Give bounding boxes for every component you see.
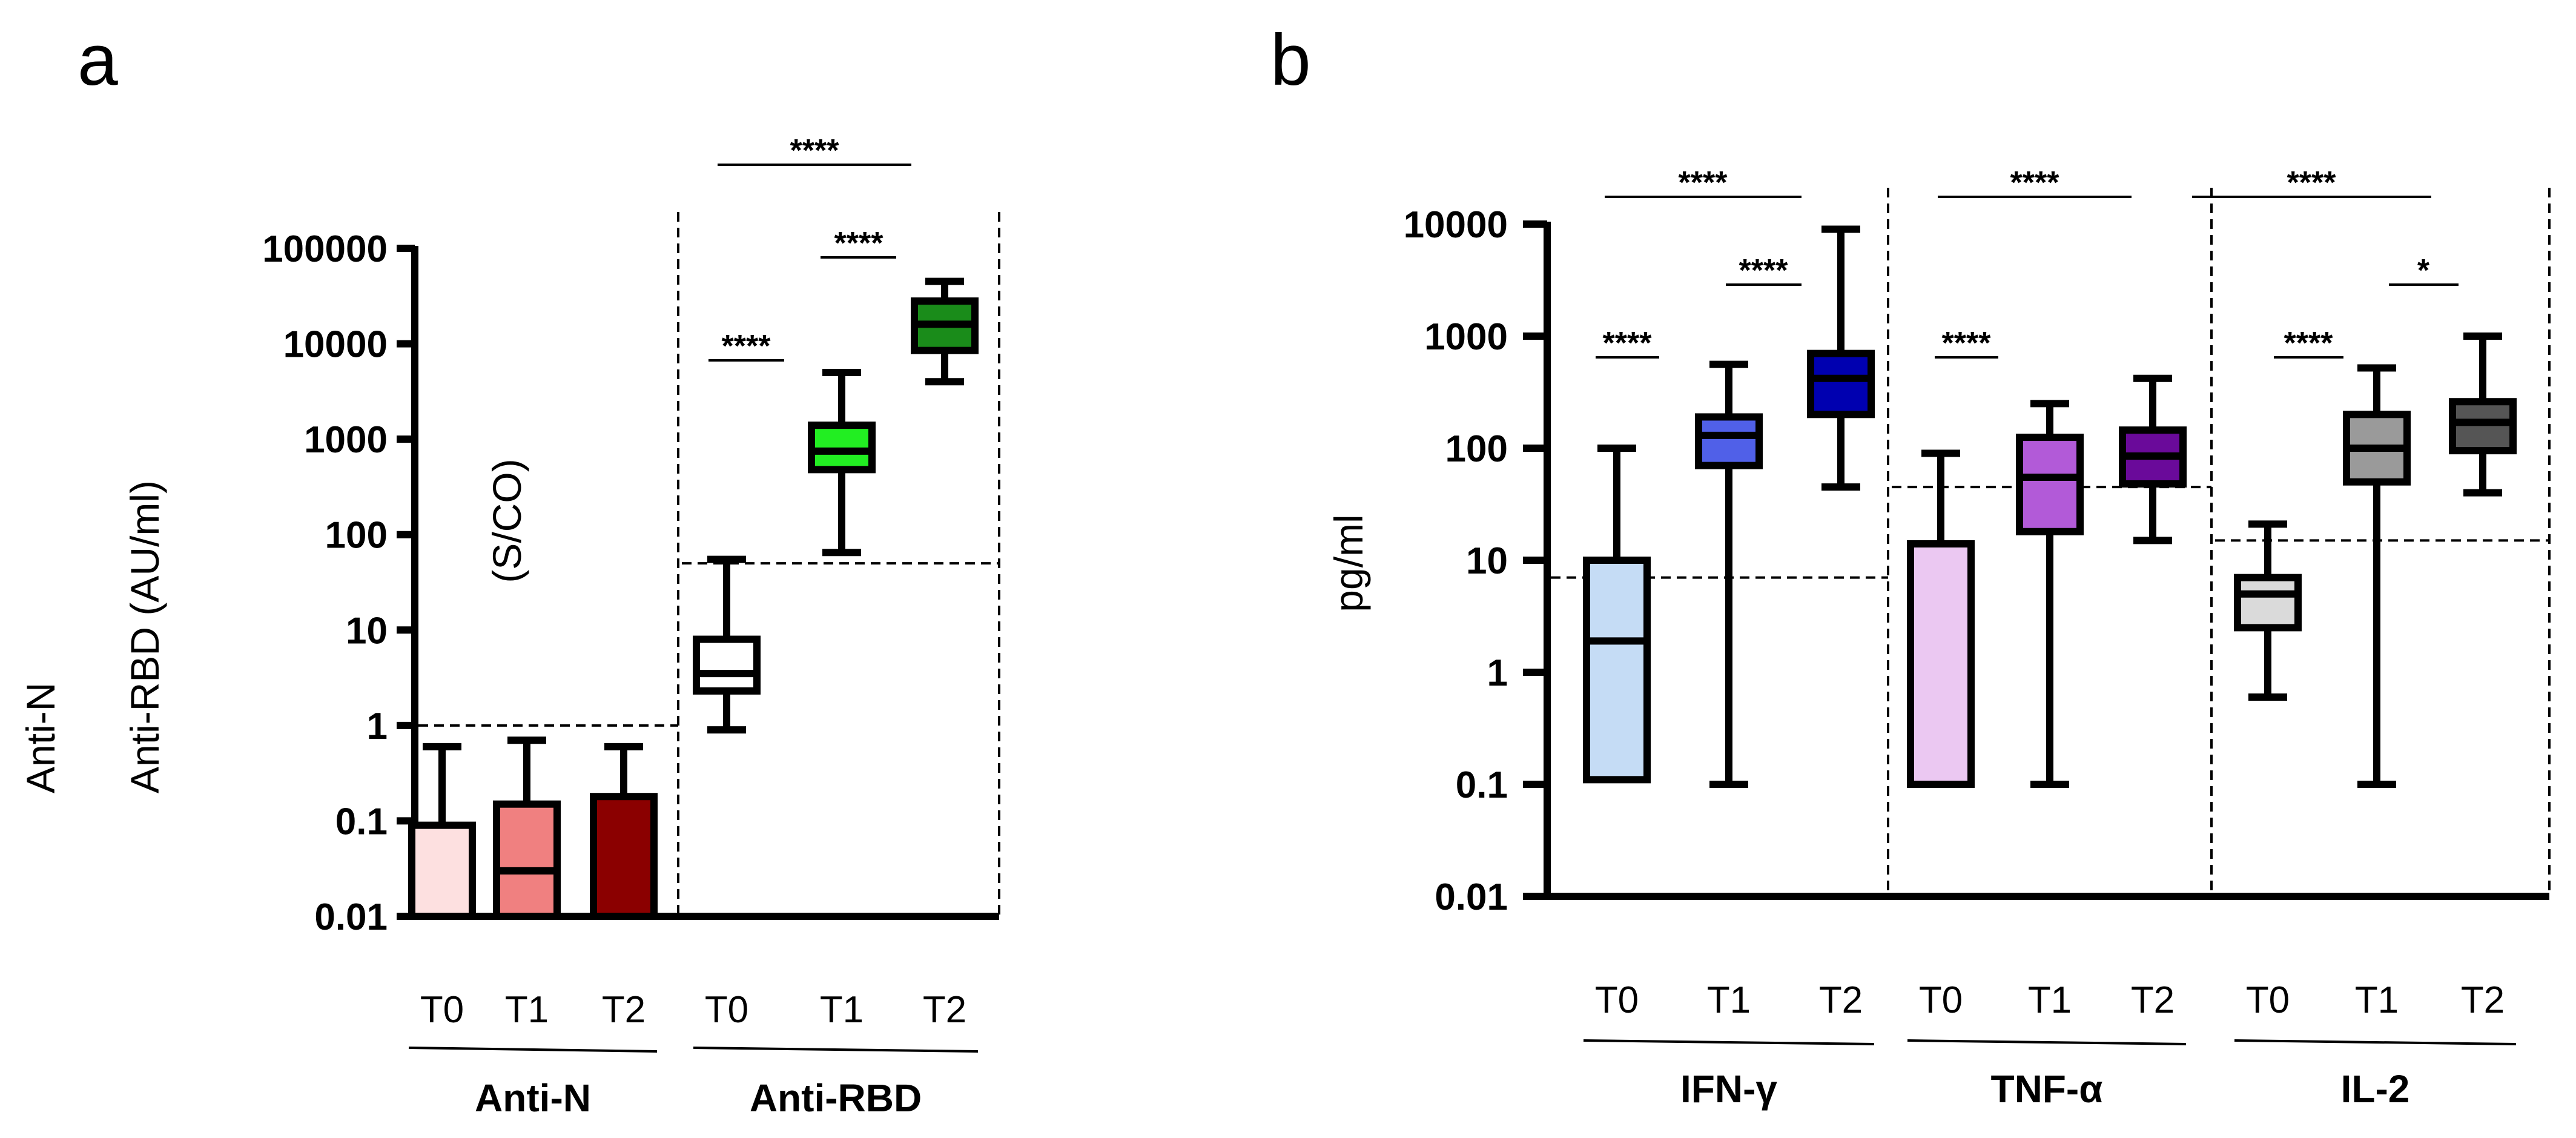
box-anti-rbd-t0 xyxy=(693,635,761,695)
y-tick-label: 0.01 xyxy=(314,896,388,938)
y-tick-label: 0.01 xyxy=(1435,876,1508,918)
x-tick-label-anti-rbd-t0: T0 xyxy=(705,989,748,1031)
panel-a-letter: a xyxy=(78,19,118,101)
group-label-il-2: IL-2 xyxy=(2341,1067,2410,1111)
x-tick-label-tnf-alpha-t2: T2 xyxy=(2131,979,2175,1021)
x-tick-label-anti-rbd-t1: T1 xyxy=(820,989,864,1031)
y-tick-label: 1000 xyxy=(1424,316,1508,358)
x-tick-label-il-2-t2: T2 xyxy=(2461,979,2505,1021)
y-axis-label: Anti-RBD (AU/ml) xyxy=(122,480,167,793)
significance-label: **** xyxy=(790,133,840,168)
significance-label: **** xyxy=(722,329,771,364)
y-tick-label: 10000 xyxy=(283,324,388,366)
box-tnf-alpha-t1 xyxy=(2016,434,2084,535)
x-tick-label-ifn-gamma-t2: T2 xyxy=(1819,979,1863,1021)
box-anti-n-t2 xyxy=(590,793,658,921)
group-underline-anti-rbd xyxy=(693,1047,979,1053)
x-tick-label-ifn-gamma-t0: T0 xyxy=(1595,979,1639,1021)
panel-b-letter: b xyxy=(1270,19,1311,101)
y-tick-label: 1 xyxy=(1487,652,1508,694)
significance-label: **** xyxy=(1942,326,1992,361)
x-tick-label-il-2-t1: T1 xyxy=(2355,979,2399,1021)
significance-label: **** xyxy=(2010,165,2060,200)
x-tick-label-tnf-alpha-t1: T1 xyxy=(2028,979,2072,1021)
y-tick-label: 100 xyxy=(325,515,388,557)
box-ifn-gamma-t0 xyxy=(1583,557,1651,784)
group-underline-tnf-alpha xyxy=(1907,1039,2187,1045)
y-tick-label: 0.1 xyxy=(335,801,388,842)
y-tick-label: 100000 xyxy=(262,228,388,270)
significance-label: **** xyxy=(1739,253,1789,288)
group-label-anti-rbd: Anti-RBD xyxy=(750,1076,922,1120)
box-tnf-alpha-t0 xyxy=(1907,540,1975,788)
y-tick-label: 10000 xyxy=(1404,204,1508,246)
y-tick-label: 10 xyxy=(1466,540,1508,582)
significance-label: **** xyxy=(2287,165,2337,200)
x-tick-label-tnf-alpha-t0: T0 xyxy=(1919,979,1963,1021)
x-tick-label-ifn-gamma-t1: T1 xyxy=(1707,979,1751,1021)
significance-label: **** xyxy=(2284,326,2334,361)
x-tick-label-anti-n-t1: T1 xyxy=(505,989,549,1031)
y-tick-label: 100 xyxy=(1445,428,1508,470)
box-anti-n-t0 xyxy=(408,821,476,921)
box-ifn-gamma-t2 xyxy=(1807,349,1875,418)
y-tick-label: 1000 xyxy=(304,419,388,461)
x-tick-label-anti-n-t2: T2 xyxy=(602,989,646,1031)
group-label-ifn-gamma: IFN-γ xyxy=(1680,1067,1777,1111)
box-anti-rbd-t1 xyxy=(808,422,876,474)
group-label-tnf-alpha: TNF-α xyxy=(1990,1067,2102,1111)
y-axis-label: (S/CO) xyxy=(484,458,529,583)
box-anti-n-t1 xyxy=(493,800,561,921)
significance-label: * xyxy=(2417,253,2430,288)
x-tick-label-anti-n-t0: T0 xyxy=(420,989,464,1031)
significance-label: **** xyxy=(1679,165,1728,200)
group-underline-ifn-gamma xyxy=(1583,1039,1875,1045)
y-tick-label: 10 xyxy=(346,610,388,652)
panel-b-chart: 10000 1000 100 10 1 0.1 0.01 pg/ml T0 T1 T2 IFN-γ T0… xyxy=(1326,165,2551,1111)
group-label-anti-n: Anti-N xyxy=(475,1076,591,1120)
y-axis-label: pg/ml xyxy=(1326,514,1371,612)
group-underline-anti-n xyxy=(408,1047,658,1053)
box-ifn-gamma-t1 xyxy=(1695,413,1763,469)
box-il-2-t0 xyxy=(2234,574,2302,632)
group-underline-il-2 xyxy=(2234,1039,2517,1045)
significance-label: **** xyxy=(1603,326,1653,361)
y-tick-label: 0.1 xyxy=(1456,764,1508,806)
x-tick-label-il-2-t0: T0 xyxy=(2246,979,2290,1021)
box-il-2-t2 xyxy=(2449,398,2517,455)
significance-label: **** xyxy=(834,226,884,261)
y-tick-label: 1 xyxy=(367,706,388,747)
panel-a-chart: 100000 10000 1000 100 10 1 0.1 0.01 (S/CO) Anti-N… xyxy=(18,133,1000,1120)
x-tick-label-anti-rbd-t2: T2 xyxy=(923,989,966,1031)
y-axis-label: Anti-N xyxy=(18,683,63,793)
